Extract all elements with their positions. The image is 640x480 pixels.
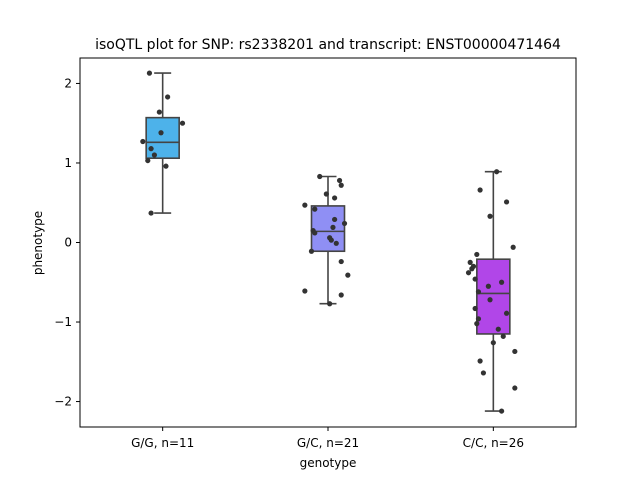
data-point <box>302 288 308 294</box>
data-point <box>179 120 186 126</box>
chart-title: isoQTL plot for SNP: rs2338201 and trans… <box>95 37 561 53</box>
data-point <box>165 94 171 100</box>
y-axis-label: phenotype <box>31 211 45 275</box>
x-tick-label: G/C, n=21 <box>297 436 359 450</box>
data-point <box>148 146 154 152</box>
data-point <box>345 272 351 278</box>
data-point <box>465 270 472 276</box>
plot-area <box>140 70 518 414</box>
data-point <box>146 70 153 76</box>
data-point <box>500 333 506 339</box>
data-point <box>158 130 164 136</box>
data-point <box>474 251 480 258</box>
data-point <box>503 199 510 205</box>
box-group <box>140 70 186 216</box>
y-tick-label: 0 <box>64 236 72 250</box>
data-point <box>503 310 510 316</box>
data-point <box>302 202 308 208</box>
data-point <box>312 230 318 236</box>
data-point <box>510 244 516 250</box>
data-point <box>156 109 162 115</box>
data-point <box>477 187 483 193</box>
data-point <box>332 195 338 201</box>
data-point <box>163 163 169 169</box>
data-point <box>140 138 146 145</box>
data-point <box>480 370 487 376</box>
data-point <box>341 220 348 227</box>
data-point <box>499 279 505 285</box>
data-point <box>332 216 338 223</box>
x-axis-label: genotype <box>300 456 357 470</box>
data-point <box>336 177 343 184</box>
data-point <box>477 358 483 364</box>
x-axis: G/G, n=11 G/C, n=21 C/C, n=26 <box>131 427 524 450</box>
data-point <box>333 240 339 246</box>
data-point <box>475 289 482 295</box>
data-point <box>308 248 315 254</box>
x-tick-label: C/C, n=26 <box>463 436 524 450</box>
data-point <box>317 173 323 180</box>
data-point <box>338 292 344 298</box>
box-group <box>465 169 518 414</box>
data-point <box>472 276 478 282</box>
data-point <box>148 210 154 216</box>
box <box>476 258 511 335</box>
data-point <box>495 326 501 332</box>
data-point <box>494 169 500 175</box>
data-point <box>323 191 329 197</box>
data-point <box>338 258 344 265</box>
box-group <box>302 173 351 307</box>
box <box>310 205 346 253</box>
data-point <box>475 316 482 322</box>
box <box>145 116 180 160</box>
data-point <box>151 152 157 158</box>
data-point <box>467 259 473 265</box>
x-tick-label: G/G, n=11 <box>131 436 194 450</box>
data-point <box>490 340 496 346</box>
data-point <box>327 301 333 307</box>
y-tick-label: −2 <box>54 395 72 409</box>
data-point <box>472 305 478 312</box>
data-point <box>338 182 344 188</box>
data-point <box>512 348 518 355</box>
data-point <box>474 321 480 327</box>
y-tick-label: 2 <box>64 76 72 90</box>
data-point <box>485 283 491 289</box>
data-point <box>487 297 493 303</box>
data-point <box>330 224 336 230</box>
data-point <box>512 385 518 391</box>
y-axis: 2 1 0 −1 −2 <box>54 76 80 409</box>
data-point <box>145 157 151 164</box>
data-point <box>312 206 318 212</box>
y-tick-label: 1 <box>64 156 72 170</box>
data-point <box>487 213 493 219</box>
data-point <box>499 408 505 414</box>
y-tick-label: −1 <box>54 315 72 329</box>
data-point <box>328 237 334 243</box>
data-point <box>470 263 477 269</box>
